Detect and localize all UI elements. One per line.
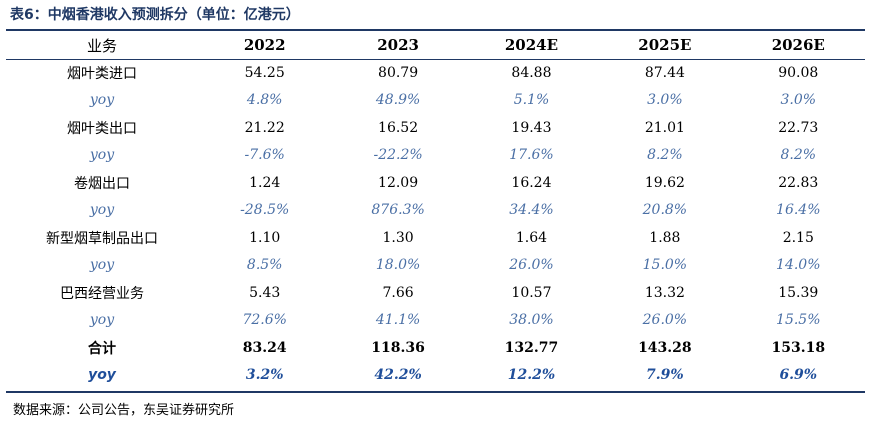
table-row: yoy -7.6% -22.2% 17.6% 8.2% 8.2% bbox=[6, 142, 865, 170]
table-cell: 26.0% bbox=[509, 257, 554, 274]
table-cell: 15.5% bbox=[776, 312, 821, 329]
header-2023: 2023 bbox=[377, 36, 419, 54]
table-cell: 21.01 bbox=[644, 119, 685, 136]
table-cell: 2.15 bbox=[782, 229, 814, 246]
table-cell: 8.5% bbox=[246, 257, 283, 274]
table-cell: 16.24 bbox=[511, 174, 552, 191]
table-cell: 38.0% bbox=[509, 312, 554, 329]
table-row: 烟叶类出口 21.22 16.52 19.43 21.01 22.73 bbox=[6, 114, 865, 142]
table-cell: 34.4% bbox=[509, 202, 554, 219]
table-cell: 18.0% bbox=[375, 257, 421, 274]
table-cell: 19.43 bbox=[511, 119, 552, 136]
table-cell: 876.3% bbox=[371, 202, 425, 219]
row-label: 卷烟出口 bbox=[74, 175, 130, 192]
table-row: 卷烟出口 1.24 12.09 16.24 19.62 22.83 bbox=[6, 169, 865, 197]
table-cell: 143.28 bbox=[638, 339, 692, 356]
header-row: 业务 2022 2023 2024E 2025E 2026E bbox=[6, 31, 865, 59]
table-row: yoy 3.2% 42.2% 12.2% 7.9% 6.9% bbox=[6, 362, 865, 390]
header-2026e: 2026E bbox=[771, 36, 825, 54]
source-note: 数据来源：公司公告，东吴证券研究所 bbox=[13, 403, 235, 418]
table-cell: 4.8% bbox=[246, 92, 283, 109]
table-cell: 12.2% bbox=[507, 367, 556, 384]
table-cell: 54.25 bbox=[244, 64, 285, 81]
table-cell: 16.52 bbox=[378, 119, 419, 136]
table-cell: 12.09 bbox=[378, 174, 419, 191]
row-label: 新型烟草制品出口 bbox=[46, 230, 158, 247]
table-cell: 132.77 bbox=[504, 339, 559, 356]
table-cell: 1.64 bbox=[515, 229, 548, 246]
row-label: yoy bbox=[89, 92, 115, 109]
table-cell: 16.4% bbox=[776, 202, 821, 219]
table-cell: 8.2% bbox=[780, 147, 817, 164]
table-cell: 13.32 bbox=[644, 284, 685, 301]
table-cell: 48.9% bbox=[375, 92, 421, 109]
table-body: 烟叶类进口 54.25 80.79 84.88 87.44 90.08 yoy 4.8% 48.… bbox=[6, 59, 865, 389]
table-cell: 90.08 bbox=[778, 64, 819, 81]
table-cell: 1.30 bbox=[382, 229, 414, 246]
table-cell: 5.43 bbox=[249, 284, 281, 301]
table-cell: 153.18 bbox=[771, 339, 826, 356]
table-title: 表6：中烟香港收入预测拆分（单位：亿港元） bbox=[10, 7, 300, 23]
table-cell: -22.2% bbox=[373, 147, 423, 164]
table-cell: 17.6% bbox=[509, 147, 554, 164]
table-row: 新型烟草制品出口 1.10 1.30 1.64 1.88 2.15 bbox=[6, 224, 865, 252]
table-cell: 6.9% bbox=[779, 367, 818, 384]
row-label: 烟叶类进口 bbox=[67, 65, 137, 82]
table-row: yoy 4.8% 48.9% 5.1% 3.0% 3.0% bbox=[6, 87, 865, 115]
table-cell: 10.57 bbox=[511, 284, 552, 301]
table-cell: 15.39 bbox=[778, 284, 819, 301]
table-cell: 1.24 bbox=[249, 174, 281, 191]
row-label: 烟叶类出口 bbox=[67, 120, 137, 137]
table-cell: 1.88 bbox=[649, 229, 681, 246]
table-cell: 26.0% bbox=[642, 312, 688, 329]
table-cell: 21.22 bbox=[244, 119, 285, 136]
table-cell: 8.2% bbox=[647, 147, 683, 164]
row-label: yoy bbox=[89, 202, 115, 219]
row-label: 巴西经营业务 bbox=[60, 285, 144, 302]
table-cell: -28.5% bbox=[240, 202, 290, 219]
table-cell: 72.6% bbox=[242, 312, 287, 329]
table-cell: 5.1% bbox=[513, 92, 550, 109]
row-label: yoy bbox=[89, 147, 115, 164]
table-row: 烟叶类进口 54.25 80.79 84.88 87.44 90.08 bbox=[6, 59, 865, 87]
table-cell: 14.0% bbox=[776, 257, 821, 274]
table-cell: 3.2% bbox=[245, 367, 284, 384]
header-rule bbox=[6, 59, 865, 60]
header-business: 业务 bbox=[86, 36, 117, 55]
table-row: yoy 8.5% 18.0% 26.0% 15.0% 14.0% bbox=[6, 252, 865, 280]
table-cell: 20.8% bbox=[642, 202, 688, 219]
bottom-rule bbox=[6, 391, 865, 393]
table-row: yoy 72.6% 41.1% 38.0% 26.0% 15.5% bbox=[6, 307, 865, 335]
table-cell: 22.83 bbox=[778, 174, 819, 191]
row-label: yoy bbox=[88, 367, 116, 384]
table-cell: -7.6% bbox=[244, 147, 285, 164]
top-rule bbox=[6, 29, 865, 31]
row-label: yoy bbox=[89, 312, 115, 329]
table-cell: 1.10 bbox=[249, 229, 281, 246]
table-cell: 3.0% bbox=[647, 92, 683, 109]
table-cell: 87.44 bbox=[644, 64, 685, 81]
table-row: 合计 83.24 118.36 132.77 143.28 153.18 bbox=[6, 334, 865, 362]
table-cell: 118.36 bbox=[371, 339, 425, 356]
table-cell: 83.24 bbox=[242, 339, 287, 356]
table-cell: 80.79 bbox=[378, 64, 419, 81]
table-cell: 22.73 bbox=[778, 119, 819, 136]
row-label: yoy bbox=[89, 257, 115, 274]
header-2024e: 2024E bbox=[504, 36, 559, 54]
table-row: yoy -28.5% 876.3% 34.4% 20.8% 16.4% bbox=[6, 197, 865, 225]
table-cell: 3.0% bbox=[780, 92, 817, 109]
row-label: 合计 bbox=[88, 340, 116, 357]
table-cell: 42.2% bbox=[374, 367, 422, 384]
table-cell: 84.88 bbox=[511, 64, 552, 81]
table-cell: 7.9% bbox=[646, 367, 684, 384]
table-row: 巴西经营业务 5.43 7.66 10.57 13.32 15.39 bbox=[6, 279, 865, 307]
revenue-forecast-table: 业务 2022 2023 2024E 2025E 2026E 烟叶类进口 54.2… bbox=[6, 31, 865, 389]
table-cell: 7.66 bbox=[382, 284, 414, 301]
table-cell: 15.0% bbox=[642, 257, 688, 274]
table-cell: 41.1% bbox=[375, 312, 421, 329]
table-cell: 19.62 bbox=[644, 174, 685, 191]
header-2025e: 2025E bbox=[638, 36, 692, 54]
header-2022: 2022 bbox=[243, 36, 286, 54]
